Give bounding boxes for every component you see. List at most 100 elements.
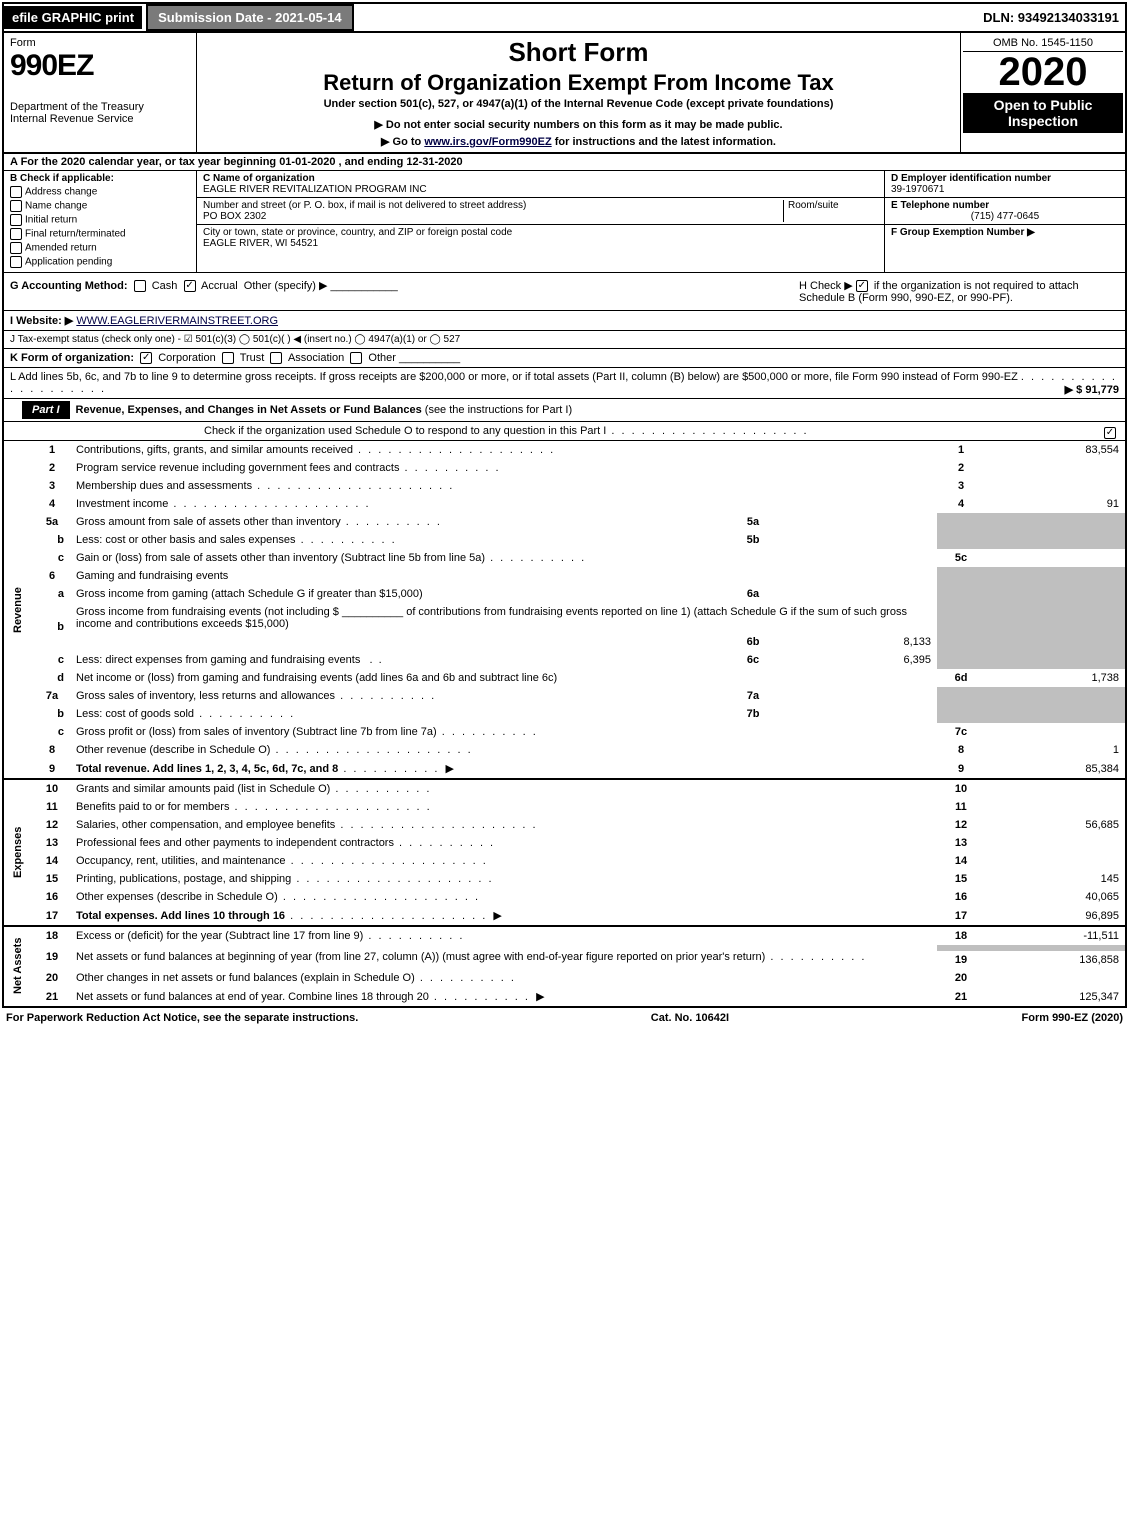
- top-bar: efile GRAPHIC print Submission Date - 20…: [4, 4, 1125, 33]
- line-21-value: 125,347: [985, 987, 1125, 1006]
- line-21: 21 Net assets or fund balances at end of…: [4, 987, 1125, 1006]
- line-7b-value: [777, 705, 937, 723]
- line-11: 11 Benefits paid to or for members 11: [4, 798, 1125, 816]
- tel-label: E Telephone number: [891, 200, 1119, 211]
- line-10: Expenses 10 Grants and similar amounts p…: [4, 779, 1125, 798]
- check-accrual[interactable]: [184, 280, 196, 292]
- line-4-value: 91: [985, 495, 1125, 513]
- check-address-change[interactable]: Address change: [10, 186, 190, 198]
- line-7a-value: [777, 687, 937, 705]
- section-c-org-name: C Name of organization EAGLE RIVER REVIT…: [197, 171, 884, 272]
- i-label: I Website: ▶: [10, 315, 73, 327]
- form-container: efile GRAPHIC print Submission Date - 20…: [2, 2, 1127, 1008]
- check-association[interactable]: [270, 352, 282, 364]
- part-1-header: Part I Revenue, Expenses, and Changes in…: [4, 399, 1125, 422]
- submission-date-badge: Submission Date - 2021-05-14: [146, 4, 354, 31]
- goto-pre: ▶ Go to: [381, 136, 424, 148]
- check-corporation[interactable]: [140, 352, 152, 364]
- line-7c-value: [985, 723, 1125, 741]
- irs-link[interactable]: www.irs.gov/Form990EZ: [424, 136, 551, 148]
- ein-label: D Employer identification number: [891, 173, 1119, 184]
- section-j-tax-exempt: J Tax-exempt status (check only one) - ☑…: [4, 331, 1125, 349]
- line-19-value: 136,858: [985, 951, 1125, 969]
- ssn-warning: ▶ Do not enter social security numbers o…: [207, 118, 950, 131]
- return-title: Return of Organization Exempt From Incom…: [207, 70, 950, 96]
- line-17-value: 96,895: [985, 906, 1125, 926]
- check-final-return[interactable]: Final return/terminated: [10, 228, 190, 240]
- part-1-check-o: Check if the organization used Schedule …: [4, 422, 1125, 441]
- check-trust[interactable]: [222, 352, 234, 364]
- website-link[interactable]: WWW.EAGLERIVERMAINSTREET.ORG: [76, 315, 278, 327]
- room-suite-label: Room/suite: [783, 200, 878, 222]
- line-20-value: [985, 969, 1125, 987]
- line-11-value: [985, 798, 1125, 816]
- form-word: Form: [10, 37, 190, 49]
- line-6b-value: 8,133: [777, 633, 937, 651]
- line-20: 20 Other changes in net assets or fund b…: [4, 969, 1125, 987]
- section-k-form-org: K Form of organization: Corporation Trus…: [4, 349, 1125, 368]
- line-7c: c Gross profit or (loss) from sales of i…: [4, 723, 1125, 741]
- line-17: 17 Total expenses. Add lines 10 through …: [4, 906, 1125, 926]
- line-9-value: 85,384: [985, 759, 1125, 779]
- line-8: 8 Other revenue (describe in Schedule O)…: [4, 741, 1125, 759]
- open-public-badge: Open to Public Inspection: [963, 92, 1123, 133]
- line-4: 4 Investment income 4 91: [4, 495, 1125, 513]
- tax-year: 2020: [963, 52, 1123, 92]
- line-13-value: [985, 834, 1125, 852]
- revenue-sidelabel: Revenue: [4, 441, 32, 779]
- netassets-sidelabel: Net Assets: [4, 926, 32, 1006]
- group-exemption-label: F Group Exemption Number ▶: [891, 227, 1119, 238]
- line-14: 14 Occupancy, rent, utilities, and maint…: [4, 852, 1125, 870]
- line-6a-value: [777, 585, 937, 603]
- line-14-value: [985, 852, 1125, 870]
- g-label: G Accounting Method:: [10, 280, 128, 292]
- line-5c-value: [985, 549, 1125, 567]
- line-6d: d Net income or (loss) from gaming and f…: [4, 669, 1125, 687]
- line-6c-value: 6,395: [777, 651, 937, 669]
- part-1-badge: Part I: [22, 401, 70, 419]
- section-g-accounting: G Accounting Method: Cash Accrual Other …: [10, 279, 799, 304]
- efile-print-button[interactable]: efile GRAPHIC print: [4, 6, 142, 29]
- check-schedule-b[interactable]: [856, 280, 868, 292]
- part-1-table: Revenue 1 Contributions, gifts, grants, …: [4, 441, 1125, 1006]
- street-label: Number and street (or P. O. box, if mail…: [203, 200, 783, 211]
- line-2: 2 Program service revenue including gove…: [4, 459, 1125, 477]
- section-l-gross-receipts: L Add lines 5b, 6c, and 7b to line 9 to …: [4, 368, 1125, 399]
- expenses-sidelabel: Expenses: [4, 779, 32, 926]
- check-amended-return[interactable]: Amended return: [10, 242, 190, 254]
- check-name-change[interactable]: Name change: [10, 200, 190, 212]
- k-label: K Form of organization:: [10, 352, 134, 364]
- line-2-value: [985, 459, 1125, 477]
- check-application-pending[interactable]: Application pending: [10, 256, 190, 268]
- section-i-website: I Website: ▶ WWW.EAGLERIVERMAINSTREET.OR…: [4, 311, 1125, 331]
- line-15: 15 Printing, publications, postage, and …: [4, 870, 1125, 888]
- city-value: EAGLE RIVER, WI 54521: [203, 238, 878, 249]
- line-6d-value: 1,738: [985, 669, 1125, 687]
- line-16-value: 40,065: [985, 888, 1125, 906]
- check-other-org[interactable]: [350, 352, 362, 364]
- section-a-tax-year: A For the 2020 calendar year, or tax yea…: [4, 154, 1125, 171]
- line-10-value: [985, 779, 1125, 798]
- header-center: Short Form Return of Organization Exempt…: [197, 33, 960, 152]
- part-1-title: Revenue, Expenses, and Changes in Net As…: [76, 401, 573, 419]
- line-6: 6 Gaming and fundraising events: [4, 567, 1125, 585]
- l-amount: ▶ $ 91,779: [1065, 383, 1119, 396]
- line-12-value: 56,685: [985, 816, 1125, 834]
- check-schedule-o[interactable]: [1104, 427, 1116, 439]
- section-b-checkboxes: B Check if applicable: Address change Na…: [4, 171, 197, 272]
- goto-line: ▶ Go to www.irs.gov/Form990EZ for instru…: [207, 135, 950, 148]
- irs-label: Internal Revenue Service: [10, 113, 190, 125]
- short-form-title: Short Form: [207, 37, 950, 68]
- dln-number: DLN: 93492134033191: [983, 10, 1125, 25]
- line-7a: 7a Gross sales of inventory, less return…: [4, 687, 1125, 705]
- line-1-value: 83,554: [985, 441, 1125, 459]
- check-cash[interactable]: [134, 280, 146, 292]
- c-name-label: C Name of organization: [203, 173, 878, 184]
- line-18: Net Assets 18 Excess or (deficit) for th…: [4, 926, 1125, 945]
- dept-treasury: Department of the Treasury: [10, 101, 190, 113]
- footer-right: Form 990-EZ (2020): [1022, 1012, 1124, 1024]
- goto-post: for instructions and the latest informat…: [552, 136, 776, 148]
- line-15-value: 145: [985, 870, 1125, 888]
- check-initial-return[interactable]: Initial return: [10, 214, 190, 226]
- line-8-value: 1: [985, 741, 1125, 759]
